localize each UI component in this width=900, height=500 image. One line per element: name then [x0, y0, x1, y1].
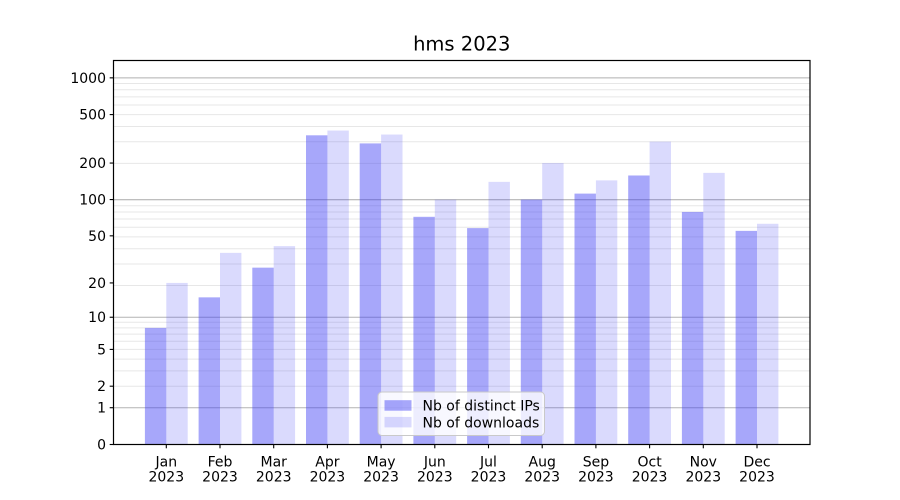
y-tick-label: 1 [97, 401, 106, 417]
y-tick-label: 500 [79, 108, 106, 124]
axes: 0 1 2 5 10 20 50 100 200 500 1000 Jan 2023 Feb 2023 Mar… [70, 71, 774, 486]
x-tick-label-oct: Oct 2023 [632, 455, 668, 486]
y-tick-label: 1000 [70, 71, 106, 87]
plot-frame [112, 59, 811, 446]
x-tick-label-jan: Jan 2023 [148, 455, 184, 486]
bar-dec-downloads [757, 223, 779, 445]
bars [144, 130, 779, 445]
legend-label-distinct-ips: Nb of distinct IPs [423, 399, 540, 415]
bar-sep-distinct-ips [574, 193, 596, 445]
x-tick-label-aug: Aug 2023 [524, 455, 560, 486]
x-tick-label-jun: Jun 2023 [417, 455, 453, 486]
bar-feb-downloads [220, 252, 242, 445]
x-tick-label-nov: Nov 2023 [685, 455, 721, 486]
bar-may-downloads [381, 134, 403, 445]
bar-may-distinct-ips [359, 143, 382, 445]
x-tick-label-may: May 2023 [363, 455, 399, 486]
y-tick-label: 0 [97, 438, 106, 454]
y-tick-label: 100 [79, 193, 106, 209]
bar-mar-distinct-ips [252, 267, 274, 445]
x-tick-label-feb: Feb 2023 [202, 455, 238, 486]
x-tick-label-sep: Sep 2023 [578, 455, 614, 486]
bar-oct-distinct-ips [628, 175, 650, 445]
bar-aug-downloads [542, 163, 564, 445]
bar-nov-distinct-ips [681, 211, 704, 445]
bar-dec-distinct-ips [735, 230, 757, 445]
y-tick-label: 10 [88, 310, 106, 326]
x-tick-label-apr: Apr 2023 [310, 455, 346, 486]
bar-feb-distinct-ips [198, 297, 220, 445]
x-tick-label-dec: Dec 2023 [739, 455, 775, 486]
bar-nov-downloads [703, 172, 725, 445]
bar-jun-distinct-ips [413, 216, 435, 445]
legend-swatch-downloads [384, 416, 412, 428]
legend-swatch-distinct-ips [384, 400, 412, 411]
bar-jan-distinct-ips [144, 327, 167, 445]
y-tick-label: 5 [97, 342, 106, 358]
bar-mar-downloads [273, 246, 296, 445]
gridlines [113, 77, 810, 409]
bar-aug-distinct-ips [520, 199, 543, 445]
y-tick-label: 50 [88, 229, 106, 245]
bar-apr-downloads [327, 130, 349, 445]
legend-label-downloads: Nb of downloads [423, 415, 540, 431]
bar-apr-distinct-ips [306, 135, 328, 445]
bar-jul-distinct-ips [467, 228, 489, 445]
bar-jun-downloads [434, 199, 457, 445]
x-tick-label-mar: Mar 2023 [256, 455, 292, 486]
y-tick-label: 20 [88, 276, 106, 292]
bar-jan-downloads [166, 282, 188, 445]
legend-box [377, 391, 545, 436]
y-tick-label: 2 [97, 379, 106, 395]
chart-title: hms 2023 [413, 33, 510, 56]
x-tick-label-jul: Jul 2023 [471, 455, 507, 486]
y-tick-label: 200 [79, 156, 106, 172]
bar-sep-downloads [595, 180, 618, 445]
bar-oct-downloads [649, 141, 671, 445]
legend: Nb of distinct IPs Nb of downloads [377, 391, 545, 436]
bar-jul-downloads [488, 181, 510, 445]
